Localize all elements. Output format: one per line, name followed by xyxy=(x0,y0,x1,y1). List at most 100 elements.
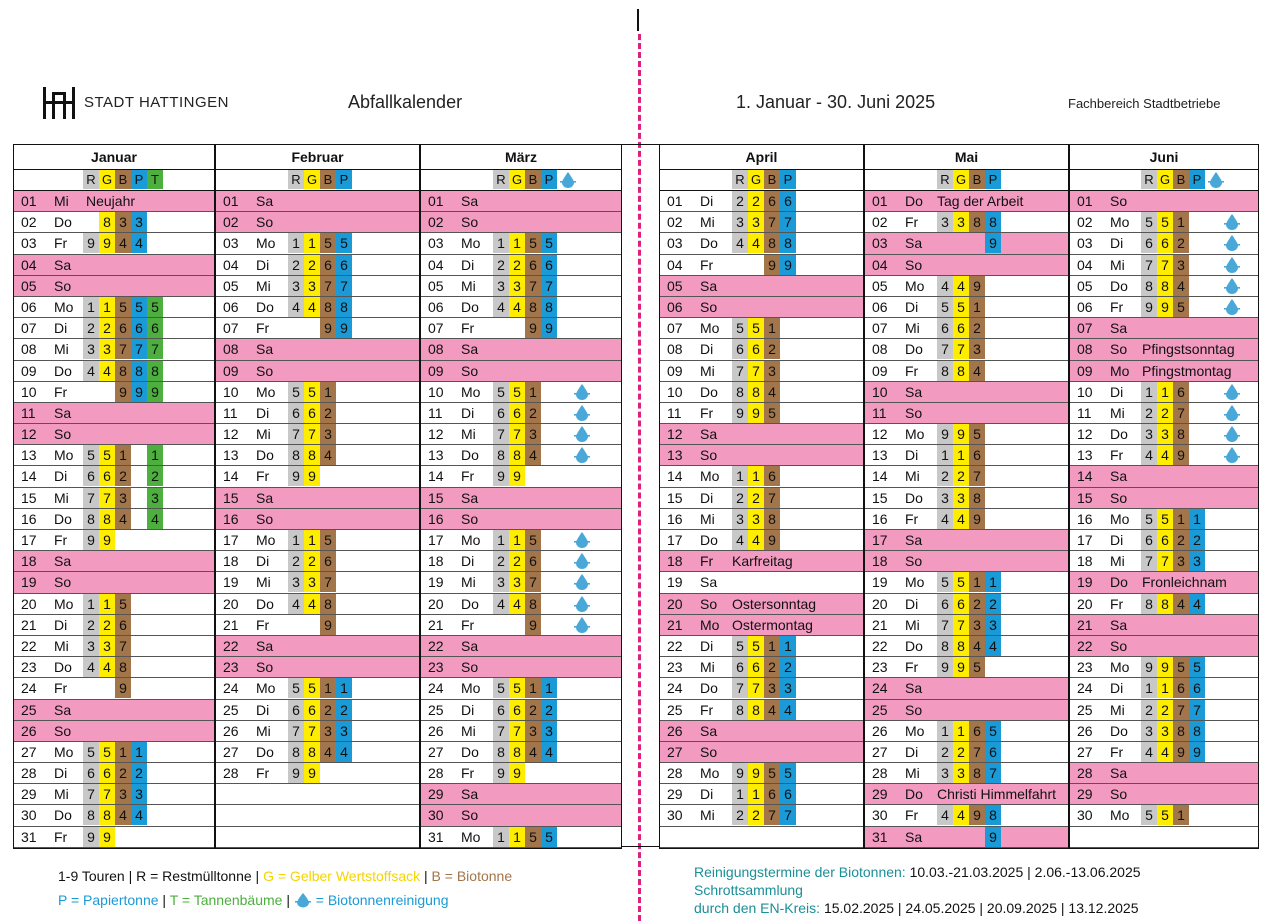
day-number: 20 xyxy=(667,595,683,612)
tour-B: 7 xyxy=(320,572,336,593)
day-row: 08 So Pfingstsonntag xyxy=(1070,339,1258,361)
weekday: Mo xyxy=(1110,510,1130,527)
tour-R: 8 xyxy=(83,508,99,529)
day-row: 24 Do 7 7 3 3 xyxy=(660,678,863,700)
day-row: 18 Di 2 2 6 xyxy=(216,551,419,573)
tour-G: 6 xyxy=(748,657,764,678)
day-number: 13 xyxy=(667,447,683,464)
weekday: Fr xyxy=(256,616,270,633)
tour-B: 9 xyxy=(764,530,780,550)
day-row: 01 Di 2 2 6 6 xyxy=(660,191,863,213)
tour-G: 1 xyxy=(953,445,969,466)
day-row: 19 Mi 3 3 7 xyxy=(421,572,621,594)
tour-T: 4 xyxy=(147,508,163,529)
drop-icon xyxy=(1223,404,1241,422)
day-number: 03 xyxy=(428,235,444,252)
weekday: Mi xyxy=(461,722,476,739)
weekday: Mo xyxy=(461,235,481,252)
weekday: Mi xyxy=(905,468,920,485)
tour-R: 8 xyxy=(493,445,509,466)
day-row: 04 Fr 9 9 xyxy=(660,254,863,276)
tour-R: 4 xyxy=(83,657,99,678)
tour-B: 5 xyxy=(764,402,780,423)
tour-G: 3 xyxy=(748,212,764,233)
weekday: Mo xyxy=(54,595,74,612)
tour-B: 6 xyxy=(525,551,541,572)
tour-G: 7 xyxy=(304,720,320,741)
day-number: 18 xyxy=(428,553,444,570)
day-row: 05 Mi 3 3 7 7 xyxy=(421,275,621,297)
tour-G: 4 xyxy=(953,805,969,826)
tour-R: 3 xyxy=(288,275,304,296)
bin-header-G: G xyxy=(953,170,969,189)
day-number: 28 xyxy=(872,765,888,782)
month-5: Juni R G B P 01 So 02 Mo 5 5 1 03 Di 6 6 2 04 Mi 7 7 3 05 Do 8 8 4… xyxy=(1069,144,1259,849)
tour-R: 5 xyxy=(732,318,748,339)
day-row: 09 Fr 8 8 4 xyxy=(865,360,1068,382)
weekday: Sa xyxy=(54,404,72,421)
tour-R: 8 xyxy=(288,445,304,466)
day-number: 18 xyxy=(223,553,239,570)
weekday: Sa xyxy=(1110,468,1128,485)
weekday: Mo xyxy=(256,532,276,548)
holiday-label: Ostermontag xyxy=(732,616,813,633)
bin-header-G: G xyxy=(1157,170,1173,189)
day-number: 28 xyxy=(223,765,239,782)
day-row: 03 Fr 9 9 4 4 xyxy=(14,233,214,255)
day-number: 26 xyxy=(21,722,37,739)
tour-B: 3 xyxy=(525,424,541,445)
tour-G: 5 xyxy=(748,635,764,656)
tour-G: 7 xyxy=(748,360,764,381)
tour-R: 7 xyxy=(1141,551,1157,572)
tour-G: 1 xyxy=(748,784,764,805)
day-row: 09 Do 4 4 8 8 8 xyxy=(14,360,214,382)
day-row: 30 Fr 4 4 9 8 xyxy=(865,805,1068,827)
scrap-label: durch den EN-Kreis: xyxy=(694,900,821,916)
weekday: Di xyxy=(700,637,714,654)
tour-G: 9 xyxy=(99,826,115,847)
tour-G: 5 xyxy=(99,741,115,762)
weekday: Di xyxy=(700,193,714,209)
tour-G: 9 xyxy=(1157,296,1173,317)
day-row: 20 So Ostersonntag xyxy=(660,593,863,615)
day-number: 09 xyxy=(223,362,239,379)
weekday: Do xyxy=(54,362,72,379)
tour-B: 4 xyxy=(115,805,131,826)
day-number: 18 xyxy=(667,553,683,570)
tour-G: 3 xyxy=(304,572,320,593)
day-row: 30 Mi 2 2 7 7 xyxy=(660,805,863,827)
tour-G: 9 xyxy=(953,657,969,678)
weekday: Fr xyxy=(256,320,270,337)
day-row: 24 Mo 5 5 1 1 xyxy=(216,678,419,700)
month-title: Januar xyxy=(14,145,214,170)
weekday: Fr xyxy=(700,404,714,421)
tour-R: 9 xyxy=(732,402,748,423)
day-number: 03 xyxy=(223,235,239,252)
day-number: 04 xyxy=(223,256,239,273)
tour-R: 4 xyxy=(937,508,953,529)
tour-G: 7 xyxy=(99,487,115,508)
tour-B: 3 xyxy=(1173,254,1189,275)
day-number: 19 xyxy=(21,574,37,591)
weekday: Di xyxy=(54,616,68,633)
day-number: 31 xyxy=(428,828,444,845)
day-number: 04 xyxy=(872,256,888,273)
tour-G: 5 xyxy=(1157,212,1173,233)
tour-P: 4 xyxy=(1189,593,1205,614)
day-number: 30 xyxy=(667,807,683,824)
weekday: Do xyxy=(700,235,718,252)
day-number: 29 xyxy=(872,786,888,803)
tour-R: 7 xyxy=(83,487,99,508)
weekday: Di xyxy=(54,468,68,485)
weekday: Fr xyxy=(54,235,68,252)
tour-B: 7 xyxy=(320,275,336,296)
day-number: 26 xyxy=(667,722,683,739)
tour-B: 6 xyxy=(320,551,336,572)
day-row: 15 Mi 7 7 3 3 xyxy=(14,487,214,509)
day-row: 25 Mi 2 2 7 7 xyxy=(1070,699,1258,721)
drop-icon xyxy=(1223,298,1241,316)
weekday: Di xyxy=(1110,532,1124,548)
weekday: So xyxy=(905,701,923,718)
tour-G: 2 xyxy=(509,254,525,275)
weekday: Do xyxy=(700,532,718,548)
